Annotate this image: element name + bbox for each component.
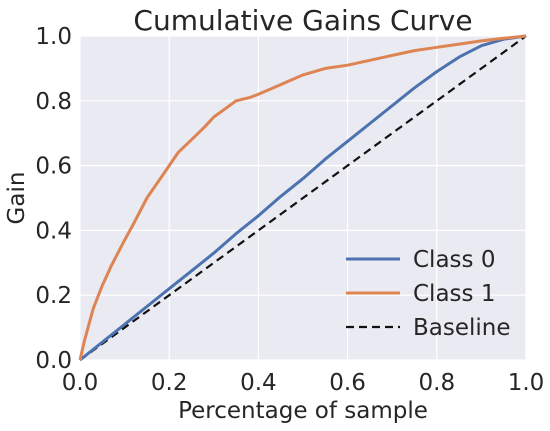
y-tick-label: 0.0 [35,348,72,374]
y-tick-labels: 0.0 0.2 0.4 0.6 0.8 1.0 [35,24,72,374]
x-tick-label: 0.6 [329,370,366,396]
y-tick-label: 0.4 [35,218,72,244]
series-line-class-1 [78,34,527,361]
legend: Class 0 Class 1 Baseline [346,247,511,341]
series-line-class-0 [79,34,527,362]
x-tick-label: 0.2 [151,370,188,396]
x-tick-label: 0.4 [240,370,277,396]
legend-label: Class 0 [413,247,495,273]
chart-title: Cumulative Gains Curve [133,4,472,37]
y-tick-label: 0.8 [35,89,72,115]
legend-label: Class 1 [413,281,495,307]
x-axis-title: Percentage of sample [178,398,428,424]
series-line-baseline [79,35,527,361]
series-layer [78,34,527,362]
y-tick-label: 0.6 [35,154,72,180]
y-tick-label: 1.0 [35,24,72,50]
x-tick-label: 1.0 [508,370,545,396]
y-tick-label: 0.2 [35,283,72,309]
grid-lines [79,35,527,361]
x-tick-labels: 0.0 0.2 0.4 0.6 0.8 1.0 [62,370,545,396]
legend-label: Baseline [413,315,511,341]
y-axis-title: Gain [4,172,30,225]
x-tick-label: 0.8 [419,370,456,396]
x-tick-label: 0.0 [62,370,99,396]
